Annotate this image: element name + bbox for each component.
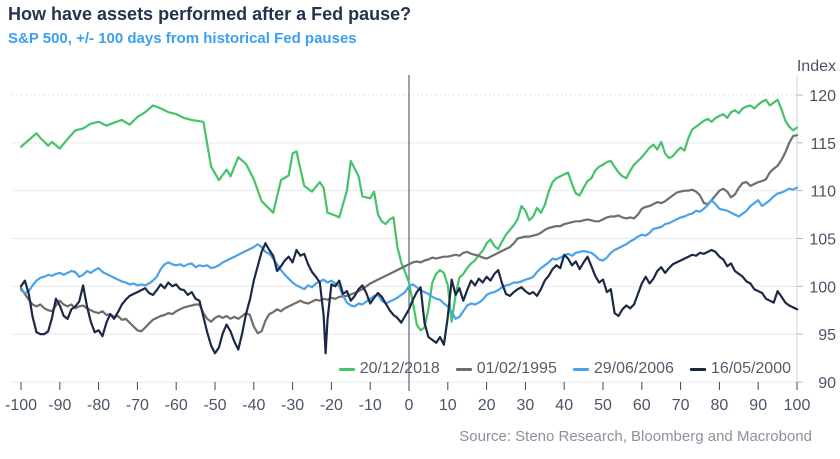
x-tick-label-80: 80 [711,397,729,414]
x-tick-label--90: -90 [48,397,71,414]
x-tick-label-0: 0 [405,397,414,414]
x-tick-label--50: -50 [203,397,226,414]
x-tick-label-20: 20 [478,397,496,414]
y-tick-label-90: 90 [818,375,836,392]
series-line-0 [19,98,799,332]
x-tick-label--30: -30 [281,397,304,414]
y-tick-label-100: 100 [809,279,836,296]
legend-swatch-0 [338,367,355,371]
series-line-2 [19,186,799,320]
chart-title: How have assets performed after a Fed pa… [8,4,412,24]
y-tick-label-105: 105 [809,231,836,248]
chart-legend: 20/12/2018 01/02/1995 29/06/2006 16/05/2000 [338,360,791,378]
legend-swatch-2 [572,367,589,371]
x-tick-label--80: -80 [87,397,110,414]
x-tick-label--40: -40 [242,397,265,414]
y-tick-label-95: 95 [818,327,836,344]
legend-label-0: 20/12/2018 [359,360,440,377]
chart-subtitle: S&P 500, +/- 100 days from historical Fe… [8,30,357,47]
y-tick-label-120: 120 [809,88,836,105]
legend-label-3: 16/05/2000 [710,360,791,377]
x-tick-label-40: 40 [555,397,573,414]
legend-label-2: 29/06/2006 [593,360,674,377]
series-line-3 [19,242,799,355]
x-tick-label-50: 50 [594,397,612,414]
x-tick-label--60: -60 [165,397,188,414]
x-tick-label--100: -100 [5,397,37,414]
y-axis-title: Index [796,58,836,75]
y-tick-label-115: 115 [810,136,836,153]
legend-item-0: 20/12/2018 [338,360,440,378]
chart-header: How have assets performed after a Fed pa… [8,4,411,47]
legend-swatch-3 [689,367,706,371]
legend-item-2: 29/06/2006 [572,360,674,378]
x-tick-label--10: -10 [359,397,382,414]
source-credit: Source: Steno Research, Bloomberg and Ma… [459,428,812,445]
x-tick-label-30: 30 [517,397,535,414]
x-tick-label-60: 60 [633,397,651,414]
x-tick-label--70: -70 [126,397,149,414]
x-tick-label--20: -20 [320,397,343,414]
x-tick-label-90: 90 [749,397,767,414]
legend-swatch-1 [455,367,472,371]
legend-label-1: 01/02/1995 [476,360,557,377]
x-tick-label-70: 70 [672,397,690,414]
x-tick-label-100: 100 [784,397,811,414]
series-line-1 [19,134,799,335]
x-tick-label-10: 10 [439,397,457,414]
legend-item-1: 01/02/1995 [455,360,557,378]
legend-item-3: 16/05/2000 [689,360,791,378]
y-tick-label-110: 110 [810,184,836,201]
